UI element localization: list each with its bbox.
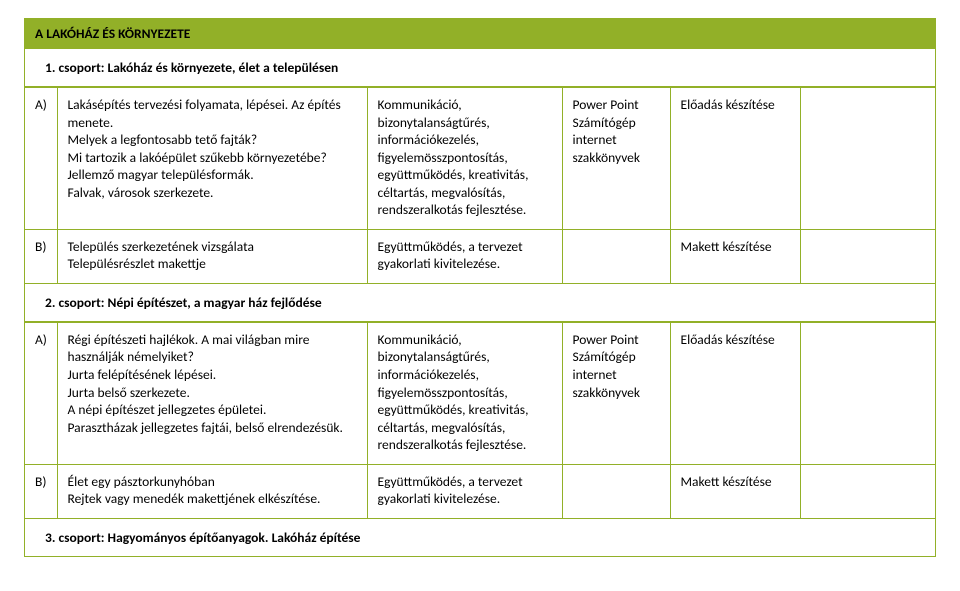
group-heading-2: 2. csoport: Népi építészet, a magyar ház…: [25, 284, 935, 322]
table-row: A) Régi építészeti hajlékok. A mai világ…: [25, 322, 935, 464]
table-row: B) Élet egy pásztorkunyhóbanRejtek vagy …: [25, 464, 935, 518]
row-topic: Élet egy pásztorkunyhóbanRejtek vagy men…: [57, 464, 367, 518]
row-blank: [800, 464, 935, 518]
row-output: Makett készítése: [670, 229, 800, 283]
row-output: Előadás készítése: [670, 322, 800, 464]
row-letter: B): [25, 464, 57, 518]
row-blank: [800, 229, 935, 283]
row-blank: [800, 322, 935, 464]
row-tools: Power PointSzámítógépinternetszakkönyvek: [562, 322, 670, 464]
group-2-table: A) Régi építészeti hajlékok. A mai világ…: [25, 322, 935, 519]
section-title: A LAKÓHÁZ ÉS KÖRNYEZETE: [25, 19, 935, 49]
row-topic: Lakásépítés tervezési folyamata, lépései…: [57, 88, 367, 230]
row-tools: [562, 229, 670, 283]
group-1-table: A) Lakásépítés tervezési folyamata, lépé…: [25, 87, 935, 284]
row-skills: Kommunikáció, bizonytalanságtűrés, infor…: [367, 88, 562, 230]
row-tools: Power PointSzámítógépinternetszakkönyvek: [562, 88, 670, 230]
curriculum-table-container: A LAKÓHÁZ ÉS KÖRNYEZETE 1. csoport: Lakó…: [24, 18, 936, 557]
row-skills: Kommunikáció, bizonytalanságtűrés, infor…: [367, 322, 562, 464]
table-row: A) Lakásépítés tervezési folyamata, lépé…: [25, 88, 935, 230]
row-tools: [562, 464, 670, 518]
row-output: Makett készítése: [670, 464, 800, 518]
group-heading-3: 3. csoport: Hagyományos építőanyagok. La…: [25, 519, 935, 556]
row-letter: A): [25, 88, 57, 230]
group-heading-1: 1. csoport: Lakóház és környezete, élet …: [25, 49, 935, 87]
row-topic: Település szerkezetének vizsgálataTelepü…: [57, 229, 367, 283]
table-row: B) Település szerkezetének vizsgálataTel…: [25, 229, 935, 283]
row-letter: B): [25, 229, 57, 283]
row-skills: Együttműködés, a tervezet gyakorlati kiv…: [367, 229, 562, 283]
row-letter: A): [25, 322, 57, 464]
row-blank: [800, 88, 935, 230]
row-skills: Együttműködés, a tervezet gyakorlati kiv…: [367, 464, 562, 518]
row-output: Előadás készítése: [670, 88, 800, 230]
row-topic: Régi építészeti hajlékok. A mai világban…: [57, 322, 367, 464]
